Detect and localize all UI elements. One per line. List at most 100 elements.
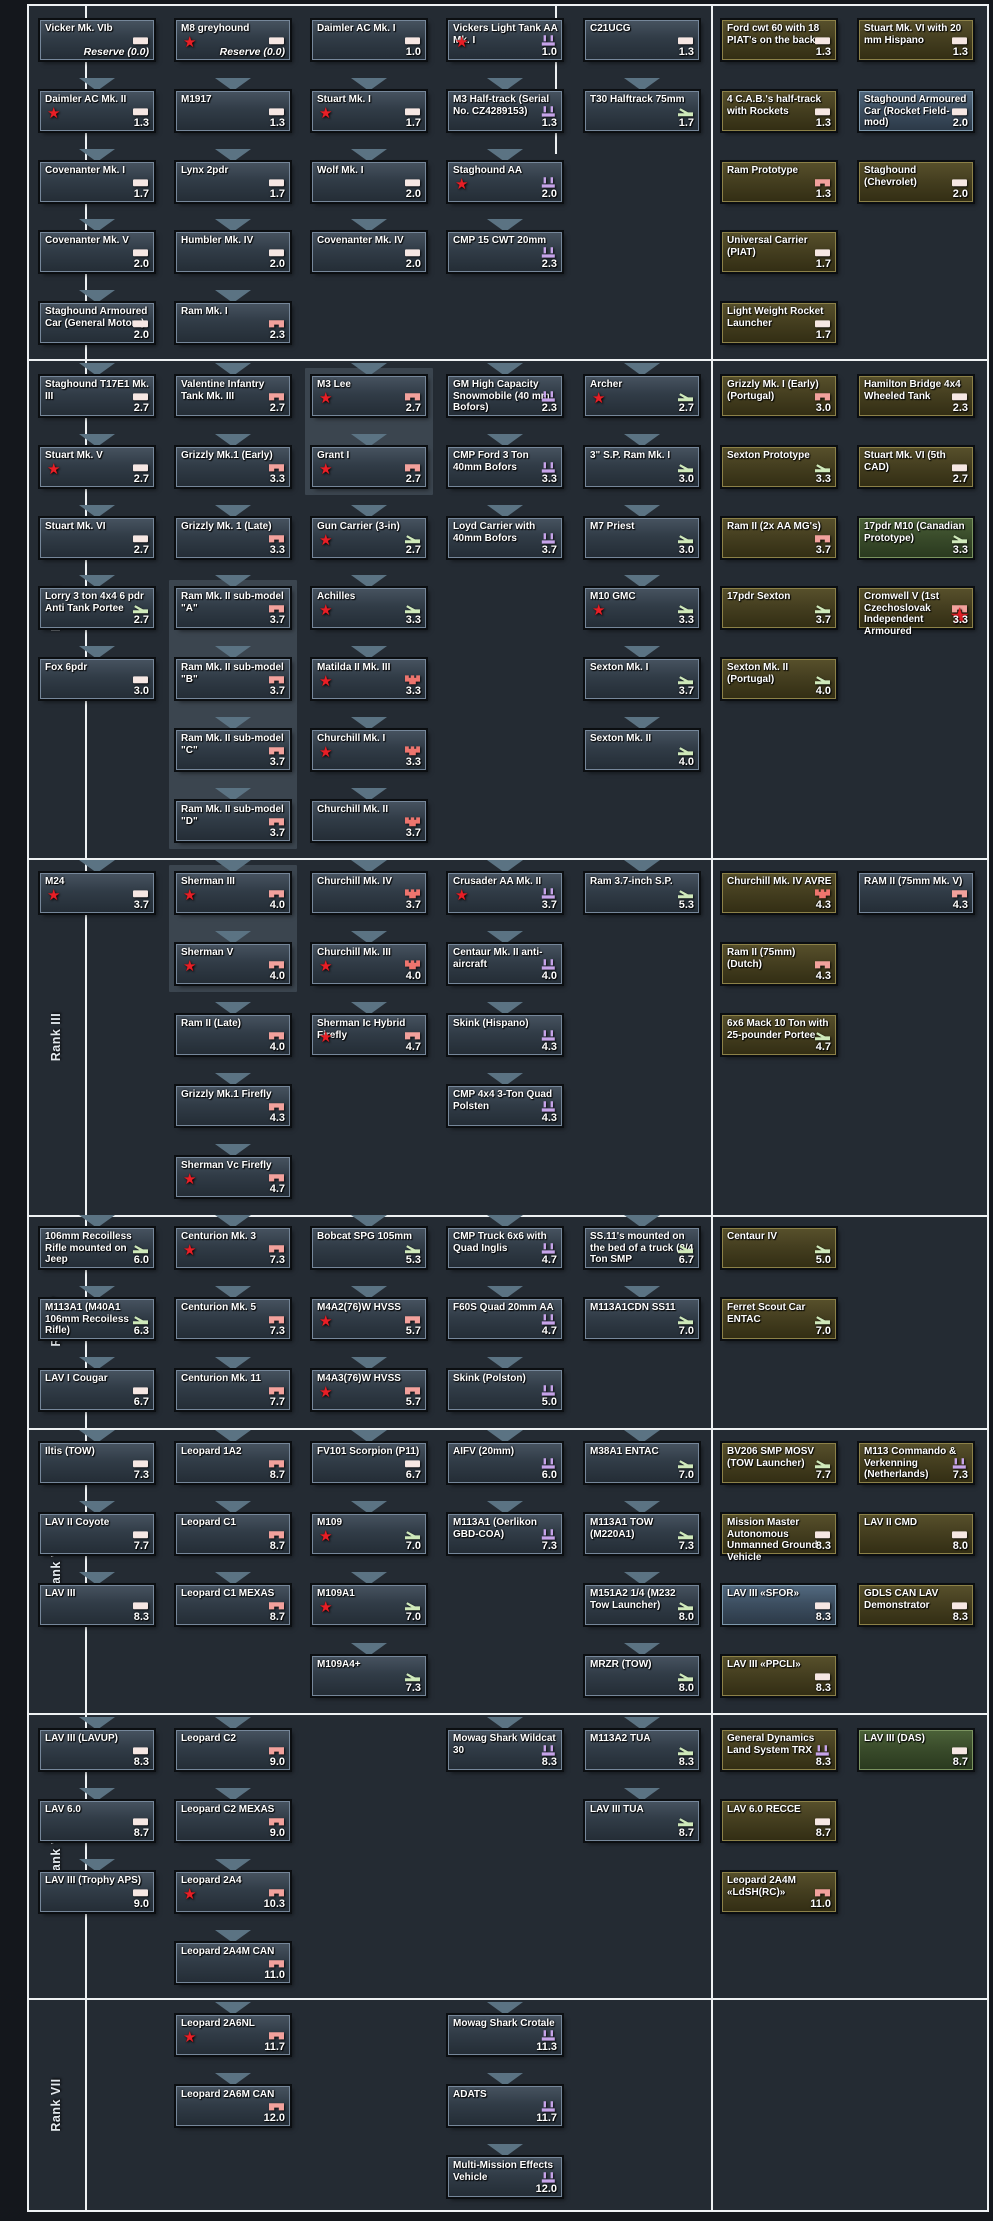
vehicle-card-ford_cwt60[interactable]: Ford cwt 60 with 18 PIAT's on the back 1.… bbox=[720, 18, 838, 62]
vehicle-card-churchill_3[interactable]: Churchill Mk. III ★ 4.0 bbox=[310, 942, 428, 986]
vehicle-card-skink_hispano[interactable]: Skink (Hispano) 4.3 bbox=[446, 1013, 564, 1057]
vehicle-card-m113a2_tua[interactable]: M113A2 TUA 8.3 bbox=[583, 1728, 701, 1772]
vehicle-card-m4a3_hvss[interactable]: M4A3(76)W HVSS ★ 5.7 bbox=[310, 1368, 428, 1412]
vehicle-card-cromwell_czech[interactable]: Cromwell V (1st Czechoslovak Independent… bbox=[857, 586, 975, 637]
vehicle-card-lav3_sfor[interactable]: LAV III «SFOR» 8.3 bbox=[720, 1583, 838, 1627]
vehicle-card-m113_commando[interactable]: M113 Commando & Verkenning (Netherlands)… bbox=[857, 1441, 975, 1485]
vehicle-card-churchill_4[interactable]: Churchill Mk. IV 3.7 bbox=[310, 871, 428, 915]
vehicle-card-centurion_5[interactable]: Centurion Mk. 5 7.3 bbox=[174, 1297, 292, 1341]
vehicle-card-churchill_1[interactable]: Churchill Mk. I ★ 3.3 bbox=[310, 728, 428, 772]
vehicle-card-sherman_3[interactable]: Sherman III ★ 4.0 bbox=[174, 871, 292, 915]
vehicle-card-m109[interactable]: M109 ★ 7.0 bbox=[310, 1512, 428, 1556]
vehicle-card-m109a4[interactable]: M109A4+ 7.3 bbox=[310, 1654, 428, 1698]
vehicle-card-iltis_tow[interactable]: Iltis (TOW) 7.3 bbox=[38, 1441, 156, 1485]
vehicle-card-fv101_scorpion[interactable]: FV101 Scorpion (P11) 6.7 bbox=[310, 1441, 428, 1485]
vehicle-card-m3_halftrack[interactable]: M3 Half-track (Serial No. CZ4289153) 1.3 bbox=[446, 89, 564, 133]
vehicle-card-leopard_2a4m_can[interactable]: Leopard 2A4M CAN 11.0 bbox=[174, 1941, 292, 1985]
vehicle-card-leopard_c1_mexas[interactable]: Leopard C1 MEXAS 8.7 bbox=[174, 1583, 292, 1627]
vehicle-card-m1917[interactable]: M1917 1.3 bbox=[174, 89, 292, 133]
vehicle-card-ram_37_sp[interactable]: Ram 3.7-inch S.P. 5.3 bbox=[583, 871, 701, 915]
vehicle-card-ram2_aamg[interactable]: Ram II (2x AA MG's) 3.7 bbox=[720, 516, 838, 560]
vehicle-card-sexton_proto[interactable]: Sexton Prototype 3.3 bbox=[720, 445, 838, 489]
vehicle-card-ram2_c[interactable]: Ram Mk. II sub-model "C" 3.7 bbox=[174, 728, 292, 772]
vehicle-card-cmp_15cwt[interactable]: CMP 15 CWT 20mm 2.3 bbox=[446, 230, 564, 274]
vehicle-card-bobcat_spg[interactable]: Bobcat SPG 105mm 5.3 bbox=[310, 1226, 428, 1270]
vehicle-card-staghound_chev[interactable]: Staghound (Chevrolet) 2.0 bbox=[857, 160, 975, 204]
vehicle-card-covenanter_4[interactable]: Covenanter Mk. IV 2.0 bbox=[310, 230, 428, 274]
vehicle-card-grizzly_early[interactable]: Grizzly Mk.1 (Early) 3.3 bbox=[174, 445, 292, 489]
vehicle-card-lav3_trophy[interactable]: LAV III (Trophy APS) 9.0 bbox=[38, 1870, 156, 1914]
vehicle-card-ram2_dutch[interactable]: Ram II (75mm) (Dutch) 4.3 bbox=[720, 942, 838, 986]
vehicle-card-vickers_lt_aa[interactable]: Vickers Light Tank AA Mk. I ★ 1.0 bbox=[446, 18, 564, 62]
vehicle-card-bv206_mosv[interactable]: BV206 SMP MOSV (TOW Launcher) 7.7 bbox=[720, 1441, 838, 1485]
vehicle-card-ram2_d[interactable]: Ram Mk. II sub-model "D" 3.7 bbox=[174, 799, 292, 843]
vehicle-card-m113a1_oerlikon[interactable]: M113A1 (Oerlikon GBD-COA) 7.3 bbox=[446, 1512, 564, 1556]
vehicle-card-leopard_c2[interactable]: Leopard C2 9.0 bbox=[174, 1728, 292, 1772]
vehicle-card-centurion_3[interactable]: Centurion Mk. 3 ★ 7.3 bbox=[174, 1226, 292, 1270]
vehicle-card-lav3[interactable]: LAV III 8.3 bbox=[38, 1583, 156, 1627]
vehicle-card-vicker_vib[interactable]: Vicker Mk. VIb Reserve (0.0) bbox=[38, 18, 156, 62]
vehicle-card-adats[interactable]: ADATS 11.7 bbox=[446, 2084, 564, 2128]
vehicle-card-sherman_5[interactable]: Sherman V ★ 4.0 bbox=[174, 942, 292, 986]
vehicle-card-m3_lee[interactable]: M3 Lee ★ 2.7 bbox=[310, 374, 428, 418]
vehicle-card-cmp_quad_polsten[interactable]: CMP 4x4 3-Ton Quad Polsten 4.3 bbox=[446, 1084, 564, 1128]
vehicle-card-staghound_rocket[interactable]: Staghound Armoured Car (Rocket Field-mod… bbox=[857, 89, 975, 133]
vehicle-card-gdls_lav[interactable]: GDLS CAN LAV Demonstrator 8.3 bbox=[857, 1583, 975, 1627]
vehicle-card-ram2_b[interactable]: Ram Mk. II sub-model "B" 3.7 bbox=[174, 657, 292, 701]
vehicle-card-lav60_recce[interactable]: LAV 6.0 RECCE 8.7 bbox=[720, 1799, 838, 1843]
vehicle-card-sexton_17pdr[interactable]: 17pdr Sexton 3.7 bbox=[720, 586, 838, 630]
vehicle-card-ram2_a[interactable]: Ram Mk. II sub-model "A" 3.7 bbox=[174, 586, 292, 630]
vehicle-card-t30_halftrack[interactable]: T30 Halftrack 75mm 1.7 bbox=[583, 89, 701, 133]
vehicle-card-gm_snowmobile[interactable]: GM High Capacity Snowmobile (40 mm Bofor… bbox=[446, 374, 564, 418]
vehicle-card-lav3_tua[interactable]: LAV III TUA 8.7 bbox=[583, 1799, 701, 1843]
vehicle-card-cmp_quad_inglis[interactable]: CMP Truck 6x6 with Quad Inglis 4.7 bbox=[446, 1226, 564, 1270]
vehicle-card-m8_greyhound[interactable]: M8 greyhound ★ Reserve (0.0) bbox=[174, 18, 292, 62]
vehicle-card-daimler_ac_2[interactable]: Daimler AC Mk. II ★ 1.3 bbox=[38, 89, 156, 133]
vehicle-card-churchill_avre[interactable]: Churchill Mk. IV AVRE 4.3 bbox=[720, 871, 838, 915]
vehicle-card-valentine_3[interactable]: Valentine Infantry Tank Mk. III 2.7 bbox=[174, 374, 292, 418]
vehicle-card-mission_master[interactable]: Mission Master Autonomous Unmanned Groun… bbox=[720, 1512, 838, 1563]
vehicle-card-aifv_20[interactable]: AIFV (20mm) 6.0 bbox=[446, 1441, 564, 1485]
vehicle-card-sherman_vc[interactable]: Sherman Vc Firefly ★ 4.7 bbox=[174, 1155, 292, 1199]
vehicle-card-m151a2_tow[interactable]: M151A2 1/4 (M232 Tow Launcher) 8.0 bbox=[583, 1583, 701, 1627]
vehicle-card-sexton_mk1[interactable]: Sexton Mk. I 3.7 bbox=[583, 657, 701, 701]
vehicle-card-staghound_gm[interactable]: Staghound Armoured Car (General Motors) 2… bbox=[38, 301, 156, 345]
vehicle-card-lorry_3ton[interactable]: Lorry 3 ton 4x4 6 pdr Anti Tank Portee 2.… bbox=[38, 586, 156, 630]
vehicle-card-f60s_quad[interactable]: F60S Quad 20mm AA 4.7 bbox=[446, 1297, 564, 1341]
vehicle-card-staghound_aa[interactable]: Staghound AA ★ 2.0 bbox=[446, 160, 564, 204]
vehicle-card-stuart_mk1[interactable]: Stuart Mk. I ★ 1.7 bbox=[310, 89, 428, 133]
vehicle-card-lav2_cmd[interactable]: LAV II CMD 8.0 bbox=[857, 1512, 975, 1556]
vehicle-card-lav3_ppcli[interactable]: LAV III «PPCLI» 8.3 bbox=[720, 1654, 838, 1698]
vehicle-card-mowag_crotale[interactable]: Mowag Shark Crotale 11.3 bbox=[446, 2013, 564, 2057]
vehicle-card-leopard_2a6m[interactable]: Leopard 2A6M CAN 12.0 bbox=[174, 2084, 292, 2128]
vehicle-card-centurion_11[interactable]: Centurion Mk. 11 7.7 bbox=[174, 1368, 292, 1412]
vehicle-card-sherman_ic[interactable]: Sherman Ic Hybrid Firefly ★ 4.7 bbox=[310, 1013, 428, 1057]
vehicle-card-lav1_cougar[interactable]: LAV I Cougar 6.7 bbox=[38, 1368, 156, 1412]
vehicle-card-hamilton_bridge[interactable]: Hamilton Bridge 4x4 Wheeled Tank 2.3 bbox=[857, 374, 975, 418]
vehicle-card-stuart_mk6[interactable]: Stuart Mk. VI 2.7 bbox=[38, 516, 156, 560]
vehicle-card-skink_polston[interactable]: Skink (Polston) 5.0 bbox=[446, 1368, 564, 1412]
vehicle-card-daimler_ac_1[interactable]: Daimler AC Mk. I 1.0 bbox=[310, 18, 428, 62]
vehicle-card-m113a1_tow[interactable]: M113A1 TOW (M220A1) 7.3 bbox=[583, 1512, 701, 1556]
vehicle-card-lav2_coyote[interactable]: LAV II Coyote 7.7 bbox=[38, 1512, 156, 1556]
vehicle-card-ss11_truck[interactable]: SS.11's mounted on the bed of a truck (3… bbox=[583, 1226, 701, 1270]
vehicle-card-m4a2_hvss[interactable]: M4A2(76)W HVSS ★ 5.7 bbox=[310, 1297, 428, 1341]
vehicle-card-mrzr_tow[interactable]: MRZR (TOW) 8.0 bbox=[583, 1654, 701, 1698]
vehicle-card-lav3_lavup[interactable]: LAV III (LAVUP) 8.3 bbox=[38, 1728, 156, 1772]
vehicle-card-sexton_mk2_pt[interactable]: Sexton Mk. II (Portugal) 4.0 bbox=[720, 657, 838, 701]
vehicle-card-m7_priest[interactable]: M7 Priest 3.0 bbox=[583, 516, 701, 560]
vehicle-card-m24[interactable]: M24 ★ 3.7 bbox=[38, 871, 156, 915]
vehicle-card-leopard_2a4m_ldsh[interactable]: Leopard 2A4M «LdSH(RC)» 11.0 bbox=[720, 1870, 838, 1914]
vehicle-card-ram2_75mk5[interactable]: RAM II (75mm Mk. V) 4.3 bbox=[857, 871, 975, 915]
vehicle-card-centaur_4[interactable]: Centaur IV 5.0 bbox=[720, 1226, 838, 1270]
vehicle-card-leopard_2a4[interactable]: Leopard 2A4 ★ 10.3 bbox=[174, 1870, 292, 1914]
vehicle-card-mowag_wildcat[interactable]: Mowag Shark Wildcat 30 8.3 bbox=[446, 1728, 564, 1772]
vehicle-card-matilda_2[interactable]: Matilda II Mk. III ★ 3.3 bbox=[310, 657, 428, 701]
vehicle-card-loyd_carrier[interactable]: Loyd Carrier with 40mm Bofors 3.7 bbox=[446, 516, 564, 560]
vehicle-card-lynx_2pdr[interactable]: Lynx 2pdr 1.7 bbox=[174, 160, 292, 204]
vehicle-card-m109a1[interactable]: M109A1 ★ 7.0 bbox=[310, 1583, 428, 1627]
vehicle-card-m38a1_entac[interactable]: M38A1 ENTAC 7.0 bbox=[583, 1441, 701, 1485]
vehicle-card-ram2_late[interactable]: Ram II (Late) 4.0 bbox=[174, 1013, 292, 1057]
vehicle-card-leopard_c2_mexas[interactable]: Leopard C2 MEXAS 9.0 bbox=[174, 1799, 292, 1843]
vehicle-card-ferret_entac[interactable]: Ferret Scout Car ENTAC 7.0 bbox=[720, 1297, 838, 1341]
